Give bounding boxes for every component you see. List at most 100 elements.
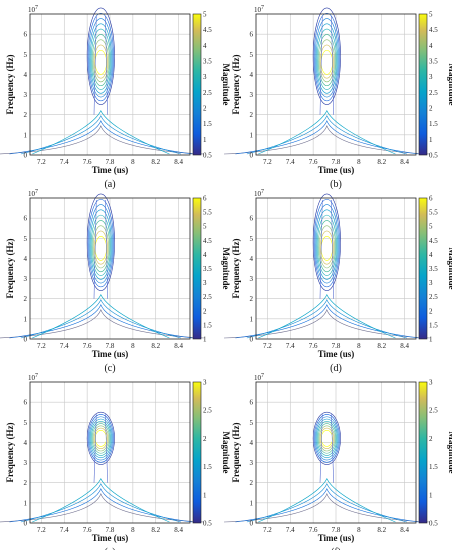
x-tick-label: 8.4 bbox=[400, 526, 409, 534]
contour-line bbox=[246, 298, 407, 339]
colorbar-tick-label: 5 bbox=[203, 11, 207, 19]
contour-line bbox=[319, 230, 334, 265]
x-tick-label: 8.2 bbox=[151, 158, 160, 166]
colorbar-tick-label: 1 bbox=[429, 336, 433, 344]
x-tick-label: 7.6 bbox=[83, 158, 92, 166]
x-tick-label: 7.2 bbox=[37, 526, 46, 534]
x-axis-label: Time (us) bbox=[92, 165, 129, 175]
contour-line bbox=[258, 294, 396, 339]
colorbar-tick-label: 5.5 bbox=[429, 209, 438, 217]
contour-line bbox=[105, 200, 109, 299]
y-exponent-label: 107 bbox=[254, 373, 264, 382]
y-tick-label: 0 bbox=[24, 520, 28, 528]
y-exponent-label: 107 bbox=[28, 373, 38, 382]
colorbar-tick-label: 1.5 bbox=[203, 463, 212, 471]
x-tick-label: 7.6 bbox=[309, 342, 318, 350]
colorbar-tick-label: 1 bbox=[203, 491, 207, 499]
y-tick-label: 0 bbox=[24, 336, 28, 344]
y-tick-label: 5 bbox=[24, 51, 28, 59]
colorbar-tick-label: 3 bbox=[203, 73, 207, 81]
panel-label: (d) bbox=[330, 363, 342, 374]
contour-line bbox=[32, 294, 170, 339]
y-exponent-label: 107 bbox=[28, 189, 38, 198]
colorbar-tick-label: 3 bbox=[203, 279, 207, 287]
y-tick-label: 1 bbox=[250, 131, 254, 139]
colorbar-tick-label: 4 bbox=[203, 251, 207, 259]
y-tick-label: 0 bbox=[250, 520, 254, 528]
contour-line bbox=[93, 427, 108, 450]
x-tick-label: 8.4 bbox=[174, 526, 183, 534]
y-tick-label: 3 bbox=[250, 275, 254, 283]
contour-line bbox=[92, 225, 109, 269]
x-tick-label: 7.8 bbox=[332, 526, 341, 534]
contour-line bbox=[318, 425, 335, 452]
colorbar-tick-label: 4.5 bbox=[203, 26, 212, 34]
contour-line bbox=[319, 16, 323, 115]
y-tick-label: 3 bbox=[250, 91, 254, 99]
contour-line bbox=[223, 124, 430, 155]
colorbar bbox=[418, 13, 428, 156]
contour-line bbox=[89, 418, 112, 459]
y-tick-label: 4 bbox=[250, 71, 254, 79]
contour-line bbox=[90, 420, 111, 456]
contour-line bbox=[314, 18, 339, 98]
y-tick-label: 1 bbox=[24, 315, 28, 323]
colorbar-tick-label: 6 bbox=[429, 195, 433, 203]
colorbar-tick-label: 5 bbox=[429, 11, 433, 19]
contour-line bbox=[105, 414, 109, 483]
contour-line bbox=[89, 209, 112, 280]
axes-frame bbox=[29, 13, 191, 156]
contour-line bbox=[88, 18, 113, 98]
contour-line bbox=[312, 7, 341, 105]
y-tick-label: 3 bbox=[24, 91, 28, 99]
contour-line bbox=[320, 430, 333, 447]
contour-line bbox=[246, 114, 407, 155]
y-tick-label: 6 bbox=[250, 399, 254, 407]
contour-line bbox=[9, 119, 193, 155]
y-tick-label: 3 bbox=[24, 275, 28, 283]
contour-line bbox=[316, 420, 337, 456]
y-tick-label: 4 bbox=[24, 71, 28, 79]
y-tick-label: 5 bbox=[24, 419, 28, 427]
y-tick-label: 1 bbox=[250, 499, 254, 507]
contour-line bbox=[92, 39, 109, 83]
y-tick-label: 4 bbox=[250, 439, 254, 447]
y-axis-label: Frequency (Hz) bbox=[231, 238, 241, 298]
colorbar-tick-label: 1.5 bbox=[203, 120, 212, 128]
contour-line bbox=[317, 220, 336, 273]
contour-line bbox=[86, 411, 115, 465]
colorbar-tick-label: 5 bbox=[203, 223, 207, 231]
colorbar-tick-label: 3.5 bbox=[429, 58, 438, 66]
y-axis-label: Frequency (Hz) bbox=[231, 422, 241, 482]
x-tick-label: 7.4 bbox=[286, 342, 295, 350]
x-axis-label: Time (us) bbox=[318, 349, 355, 359]
axes-frame bbox=[255, 197, 417, 340]
x-tick-label: 8.2 bbox=[377, 526, 386, 534]
y-tick-label: 6 bbox=[24, 399, 28, 407]
contour-line bbox=[223, 308, 430, 339]
y-tick-label: 3 bbox=[24, 459, 28, 467]
x-tick-label: 8 bbox=[357, 158, 361, 166]
x-tick-label: 8.4 bbox=[400, 342, 409, 350]
colorbar-label: Magnitude bbox=[447, 247, 452, 289]
colorbar-tick-label: 2.5 bbox=[203, 293, 212, 301]
y-tick-label: 4 bbox=[24, 255, 28, 263]
contour-line bbox=[258, 110, 396, 155]
contour-line bbox=[93, 44, 108, 79]
y-tick-label: 5 bbox=[250, 419, 254, 427]
x-tick-label: 7.2 bbox=[37, 342, 46, 350]
colorbar-label: Magnitude bbox=[221, 247, 231, 289]
y-tick-label: 6 bbox=[24, 31, 28, 39]
x-tick-label: 7.8 bbox=[106, 526, 115, 534]
contour-line bbox=[246, 482, 407, 523]
contour-line bbox=[318, 39, 335, 83]
y-axis-label: Frequency (Hz) bbox=[5, 238, 15, 298]
y-tick-label: 4 bbox=[250, 255, 254, 263]
y-tick-label: 2 bbox=[24, 479, 28, 487]
x-tick-label: 7.2 bbox=[37, 158, 46, 166]
colorbar-tick-label: 4.5 bbox=[429, 26, 438, 34]
contour-line bbox=[319, 200, 323, 299]
colorbar-tick-label: 0.5 bbox=[203, 152, 212, 160]
y-tick-label: 1 bbox=[24, 499, 28, 507]
